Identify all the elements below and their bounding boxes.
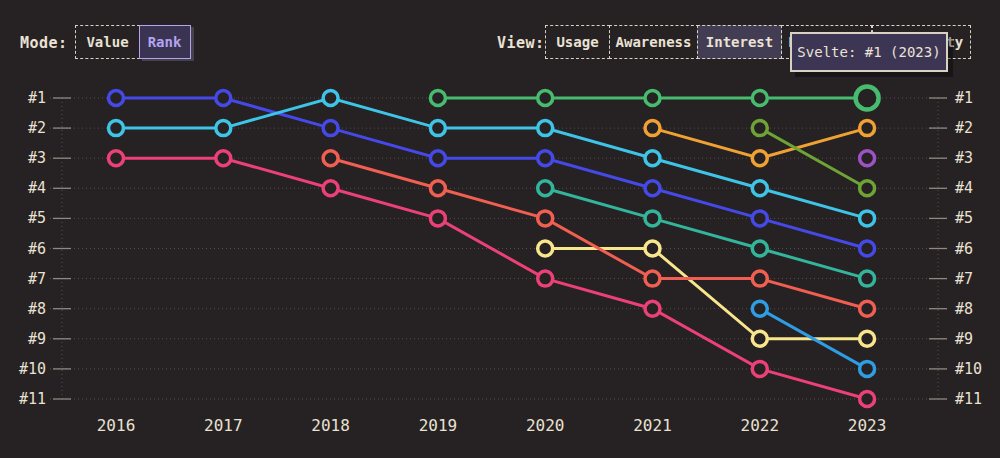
rank-label-left: #2 [28,119,46,137]
point-teal-2020[interactable] [538,181,553,196]
point-svelte-green-2023[interactable] [856,87,879,110]
year-label: 2019 [419,416,458,435]
mode-toggle-group: Value Rank [75,25,191,59]
rank-label-right: #2 [955,119,973,137]
mode-label: Mode: [20,34,68,52]
point-sky-blue-2022[interactable] [752,301,767,316]
view-option-interest[interactable]: Interest [697,25,782,59]
point-cyan-2020[interactable] [538,121,553,136]
point-pink-2022[interactable] [752,361,767,376]
point-cyan-2017[interactable] [216,121,231,136]
rank-label-right: #8 [955,300,973,318]
rank-label-left: #1 [28,89,46,107]
series-line-salmon [331,158,868,309]
year-label: 2021 [633,416,672,435]
point-cyan-2019[interactable] [430,121,445,136]
point-purple-2023[interactable] [860,151,875,166]
point-yellow-2020[interactable] [538,241,553,256]
rank-label-left: #3 [28,149,46,167]
point-cyan-2023[interactable] [860,211,875,226]
rank-label-right: #10 [955,360,982,378]
point-pink-2018[interactable] [323,181,338,196]
rank-label-left: #4 [28,179,46,197]
point-indigo-2017[interactable] [216,91,231,106]
rank-label-right: #9 [955,330,973,348]
point-cyan-2016[interactable] [109,121,124,136]
point-teal-2022[interactable] [752,241,767,256]
point-pink-2016[interactable] [109,151,124,166]
rank-label-left: #5 [28,209,46,227]
point-svelte-green-2020[interactable] [538,91,553,106]
rank-label-right: #1 [955,89,973,107]
point-indigo-2023[interactable] [860,241,875,256]
rank-label-left: #10 [19,360,46,378]
rank-label-right: #3 [955,149,973,167]
mode-option-rank[interactable]: Rank [139,25,191,59]
point-svelte-green-2021[interactable] [645,91,660,106]
point-svelte-green-2022[interactable] [752,91,767,106]
year-label: 2022 [741,416,780,435]
rank-label-left: #7 [28,270,46,288]
point-indigo-2018[interactable] [323,121,338,136]
point-olive-2022[interactable] [752,121,767,136]
rank-label-left: #8 [28,300,46,318]
rank-label-left: #9 [28,330,46,348]
point-pink-2020[interactable] [538,271,553,286]
year-label: 2023 [848,416,887,435]
mode-option-value[interactable]: Value [75,25,140,59]
view-option-retention[interactable]: Retention [781,25,873,59]
point-teal-2021[interactable] [645,211,660,226]
point-indigo-2016[interactable] [109,91,124,106]
point-salmon-2019[interactable] [430,181,445,196]
point-cyan-2021[interactable] [645,151,660,166]
series-line-olive [760,128,867,188]
point-indigo-2019[interactable] [430,151,445,166]
point-teal-2023[interactable] [860,271,875,286]
point-yellow-2021[interactable] [645,241,660,256]
point-indigo-2021[interactable] [645,181,660,196]
point-sky-blue-2023[interactable] [860,361,875,376]
point-pink-2019[interactable] [430,211,445,226]
point-salmon-2021[interactable] [645,271,660,286]
point-pink-2023[interactable] [860,392,875,407]
view-option-positivity[interactable]: Positivity [871,25,971,59]
view-label: View: [497,34,545,52]
rank-label-right: #11 [955,390,982,408]
view-toggle-group: Usage Awareness Interest Retention Posit… [545,25,971,59]
rank-label-left: #6 [28,240,46,258]
point-yellow-2022[interactable] [752,331,767,346]
rank-label-right: #7 [955,270,973,288]
point-salmon-2018[interactable] [323,151,338,166]
view-option-awareness[interactable]: Awareness [609,25,699,59]
point-cyan-2022[interactable] [752,181,767,196]
point-pink-2017[interactable] [216,151,231,166]
year-label: 2018 [311,416,350,435]
point-salmon-2020[interactable] [538,211,553,226]
point-cyan-2018[interactable] [323,91,338,106]
point-indigo-2022[interactable] [752,211,767,226]
point-orange-2023[interactable] [860,121,875,136]
view-option-usage[interactable]: Usage [545,25,610,59]
rank-chart: #1 #1 #2 #2 #3 #3 #4 #4 #5 #5 #6 #6 #7 #7 #8 #8 #9 #9 #10 #… [0,0,1000,458]
point-olive-2023[interactable] [860,181,875,196]
rank-label-right: #6 [955,240,973,258]
point-salmon-2022[interactable] [752,271,767,286]
rank-label-left: #11 [19,390,46,408]
point-svelte-green-2019[interactable] [430,91,445,106]
year-label: 2016 [97,416,136,435]
rank-label-right: #4 [955,179,973,197]
year-label: 2017 [204,416,243,435]
point-salmon-2023[interactable] [860,301,875,316]
point-orange-2022[interactable] [752,151,767,166]
year-label: 2020 [526,416,565,435]
point-yellow-2023[interactable] [860,331,875,346]
point-orange-2021[interactable] [645,121,660,136]
point-indigo-2020[interactable] [538,151,553,166]
point-pink-2021[interactable] [645,301,660,316]
rank-chart-page: #1 #1 #2 #2 #3 #3 #4 #4 #5 #5 #6 #6 #7 #7 #8 #8 #9 #9 #10 #… [0,0,1000,458]
rank-label-right: #5 [955,209,973,227]
